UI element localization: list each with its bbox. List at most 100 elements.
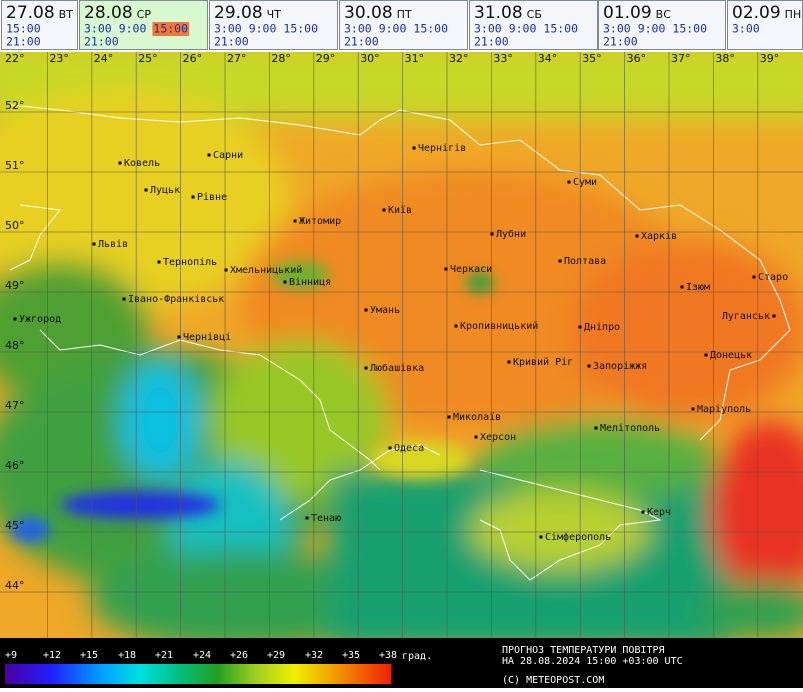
city-label: Ужгород [19, 314, 61, 325]
longitude-label: 38° [715, 52, 735, 65]
legend-label: +18 [118, 650, 136, 661]
tab-time[interactable]: 3:00 [214, 22, 242, 36]
latitude-label: 52° [5, 99, 25, 112]
city-dot [474, 435, 478, 439]
tab-time[interactable]: 9:00 [379, 22, 407, 36]
legend-label: +24 [193, 650, 211, 661]
tab-time[interactable]: 21:00 [6, 35, 41, 49]
city-dot [704, 353, 708, 357]
tab-time[interactable]: 21:00 [84, 35, 119, 49]
day-tab[interactable]: 30.08 ПТ 3:00 9:00 15:00 21:00 [339, 0, 468, 50]
city-label: Сімферополь [545, 531, 611, 543]
tab-time[interactable]: 15:00 [413, 22, 448, 36]
legend-label: +29 [267, 650, 285, 661]
city-dot [444, 267, 448, 271]
tab-box [1, 0, 78, 50]
tab-time[interactable]: 3:00 [474, 22, 502, 36]
tab-box [339, 0, 468, 50]
tab-time[interactable]: 21:00 [344, 35, 379, 49]
city-dot [507, 360, 511, 364]
temperature-field [0, 52, 803, 638]
city-label: Івано-Франківськ [128, 293, 224, 305]
legend-label: +26 [230, 650, 248, 661]
city-dot [92, 242, 96, 246]
city-dot [412, 146, 416, 150]
city-dot [118, 161, 122, 165]
tab-time[interactable]: 21:00 [474, 35, 509, 49]
longitude-label: 26° [183, 52, 203, 65]
tab-weekday: ПТ [397, 8, 412, 21]
tab-date: 29.08 [214, 3, 263, 23]
legend: +9 +12 +15 +18 +21 +24 +26 +29 +32 +35 +38 град. [5, 650, 432, 662]
city-label: Черкаси [450, 264, 492, 275]
tab-date: 31.08 [474, 3, 523, 23]
longitude-label: 23° [49, 52, 69, 65]
legend-label: +38 [379, 650, 397, 661]
day-tab[interactable]: 28.08 СР 3:00 9:00 15:00 21:00 [79, 0, 208, 50]
tab-weekday: ВС [656, 8, 672, 21]
city-label: Запоріжжя [593, 360, 647, 372]
city-label: Кропивницький [460, 320, 538, 332]
tab-date: 30.08 [344, 3, 393, 23]
city-dot [157, 260, 161, 264]
tab-time[interactable]: 15:00 [6, 22, 41, 36]
city-dot [191, 195, 195, 199]
tab-time[interactable]: 9:00 [509, 22, 537, 36]
longitude-label: 27° [227, 52, 247, 65]
city-dot [772, 314, 776, 318]
tab-time[interactable]: 9:00 [249, 22, 277, 36]
city-dot [224, 268, 228, 272]
latitude-label: 45° [5, 519, 25, 532]
city-label: Любашівка [370, 362, 424, 374]
tab-time[interactable]: 15:00 [153, 22, 188, 36]
longitude-label: 35° [582, 52, 602, 65]
city-dot [454, 324, 458, 328]
tab-time[interactable]: 9:00 [638, 22, 666, 36]
footer-timestamp: НА 28.08.2024 15:00 +03:00 UTC [502, 656, 683, 667]
tab-time[interactable]: 3:00 [84, 22, 112, 36]
longitude-label: 25° [138, 52, 158, 65]
city-label: Хмельницький [230, 264, 302, 276]
tab-time[interactable]: 3:00 [344, 22, 372, 36]
legend-label: +12 [43, 650, 61, 661]
city-dot [177, 335, 181, 339]
city-label: Старо [758, 272, 788, 283]
city-dot [364, 308, 368, 312]
footer-title: ПРОГНОЗ ТЕМПЕРАТУРИ ПОВІТРЯ [502, 645, 665, 656]
tab-date: 28.08 [84, 3, 133, 23]
day-tab[interactable]: 31.08 СБ 3:00 9:00 15:00 21:00 [469, 0, 598, 50]
city-label: Сарни [213, 150, 243, 161]
tab-time[interactable]: 3:00 [603, 22, 631, 36]
city-label: Луганськ [722, 311, 770, 322]
city-label: Одеса [394, 443, 424, 454]
latitude-label: 48° [5, 339, 25, 352]
city-dot [567, 180, 571, 184]
city-dot [558, 259, 562, 263]
latitude-label: 50° [5, 219, 25, 232]
city-dot [13, 317, 17, 321]
tab-time[interactable]: 15:00 [672, 22, 707, 36]
tab-date: 02.09 [732, 3, 781, 23]
tab-time[interactable]: 3:00 [732, 22, 760, 36]
tab-time[interactable]: 21:00 [603, 35, 638, 49]
day-tab[interactable]: 01.09 ВС 3:00 9:00 15:00 21:00 [598, 0, 726, 50]
grid: 22° 23° 24° 25° 26° 27° 28° 29° 30° 31° 32° 33° 34° 3… [0, 52, 803, 638]
city-dot [635, 234, 639, 238]
city-label: Суми [573, 177, 597, 188]
tab-time[interactable]: 15:00 [283, 22, 318, 36]
city-label: Тенаю [311, 513, 341, 524]
day-tab[interactable]: 29.08 ЧТ 3:00 9:00 15:00 21:00 [209, 0, 338, 50]
city-dot [594, 426, 598, 430]
longitude-label: 37° [671, 52, 691, 65]
day-tab[interactable]: 02.09 ПН 3:00 [727, 0, 803, 50]
city-label: Миколаїв [453, 412, 501, 423]
city-dot [293, 219, 297, 223]
tab-time[interactable]: 21:00 [214, 35, 249, 49]
city-label: Маріуполь [697, 403, 751, 415]
city-dot [388, 446, 392, 450]
city-label: Харків [641, 230, 677, 242]
tab-time[interactable]: 15:00 [543, 22, 578, 36]
city-label: Луцьк [150, 185, 180, 196]
tab-time[interactable]: 9:00 [119, 22, 147, 36]
